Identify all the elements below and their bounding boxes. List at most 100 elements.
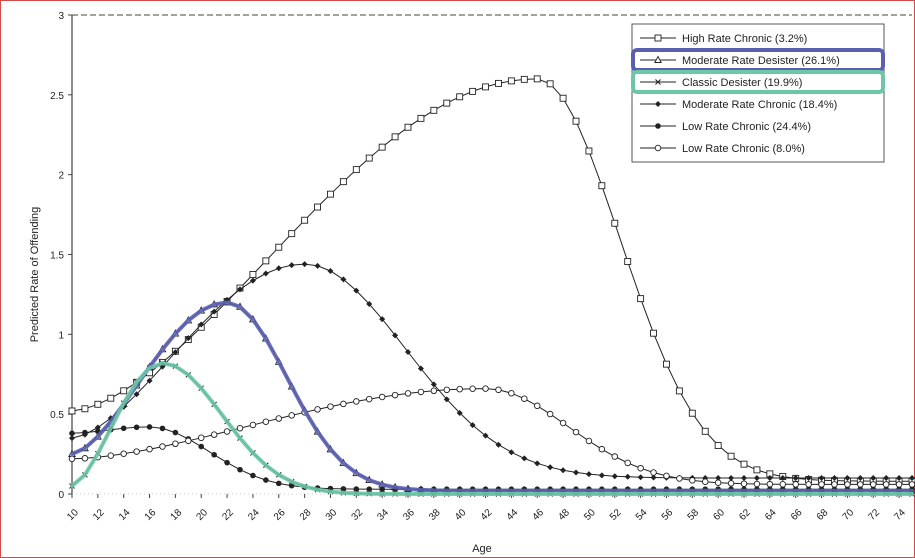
- data-marker: [909, 475, 915, 482]
- data-marker: [701, 478, 709, 485]
- data-marker: [715, 474, 722, 481]
- data-marker: [650, 329, 657, 337]
- y-tick-label: 0.5: [50, 410, 64, 421]
- data-marker: [818, 475, 825, 482]
- y-tick-label: 0: [58, 490, 64, 501]
- data-marker: [430, 387, 438, 395]
- data-marker: [69, 430, 75, 437]
- legend-label: Moderate Rate Desister (26.1%): [682, 55, 840, 67]
- data-marker: [559, 419, 567, 427]
- data-marker: [288, 230, 296, 238]
- data-marker: [534, 460, 541, 467]
- data-marker: [655, 123, 661, 129]
- data-marker: [430, 381, 437, 388]
- data-marker: [650, 469, 657, 476]
- data-marker: [637, 464, 644, 472]
- data-marker: [120, 387, 128, 395]
- data-marker: [637, 474, 644, 481]
- data-marker: [314, 262, 321, 269]
- y-tick-label: 2.5: [50, 91, 64, 102]
- data-marker: [301, 216, 309, 224]
- legend-label: Classic Desister (19.9%): [682, 77, 802, 89]
- data-marker: [624, 459, 631, 467]
- data-marker: [185, 335, 192, 342]
- data-marker: [198, 443, 205, 450]
- data-marker: [728, 475, 735, 482]
- data-marker: [456, 409, 463, 416]
- data-marker: [805, 475, 812, 482]
- data-marker: [598, 445, 606, 453]
- data-marker: [883, 475, 890, 482]
- data-marker: [546, 80, 554, 88]
- x-tick-label: 74: [892, 507, 908, 523]
- data-marker: [701, 427, 709, 435]
- legend-label: High Rate Chronic (3.2%): [682, 33, 807, 45]
- x-tick-label: 20: [194, 507, 210, 523]
- x-tick-label: 32: [350, 507, 366, 523]
- x-tick-label: 22: [220, 507, 236, 523]
- x-tick-label: 14: [117, 507, 133, 523]
- data-marker: [353, 287, 360, 294]
- data-marker: [120, 450, 127, 457]
- x-tick-label: 36: [401, 507, 417, 523]
- data-marker: [146, 377, 153, 384]
- x-tick-label: 58: [686, 507, 702, 523]
- data-marker: [663, 360, 670, 368]
- data-marker: [740, 460, 748, 468]
- y-tick-label: 1: [58, 330, 64, 341]
- data-marker: [727, 480, 735, 487]
- data-marker: [107, 452, 115, 459]
- data-marker: [340, 400, 347, 408]
- data-marker: [655, 101, 661, 107]
- y-axis-title: Predicted Rate of Offending: [29, 207, 41, 343]
- data-marker: [611, 473, 618, 480]
- data-marker: [456, 385, 463, 393]
- data-marker: [469, 87, 477, 95]
- data-marker: [327, 403, 334, 410]
- data-marker: [327, 190, 334, 198]
- x-tick-label: 66: [789, 507, 805, 523]
- data-marker: [779, 475, 786, 482]
- data-marker: [146, 424, 153, 430]
- x-tick-label: 24: [246, 507, 262, 523]
- data-marker: [508, 449, 515, 456]
- data-marker: [792, 475, 799, 482]
- data-marker: [237, 286, 243, 293]
- data-marker: [482, 385, 489, 392]
- data-marker: [654, 34, 662, 42]
- x-tick-label: 44: [505, 507, 521, 523]
- data-marker: [172, 429, 179, 436]
- data-marker: [314, 203, 321, 211]
- series-line-5: [71, 388, 912, 485]
- data-marker: [365, 395, 373, 403]
- data-marker: [211, 308, 218, 315]
- data-marker: [133, 391, 140, 398]
- data-marker: [262, 270, 269, 277]
- data-marker: [198, 321, 205, 328]
- data-marker: [495, 79, 502, 87]
- x-tick-label: 30: [324, 507, 340, 523]
- data-marker: [353, 486, 360, 492]
- data-marker: [573, 469, 579, 476]
- data-marker: [314, 406, 321, 413]
- data-marker: [624, 258, 632, 265]
- data-marker: [598, 472, 605, 479]
- data-marker: [133, 424, 140, 431]
- x-tick-label: 12: [91, 507, 107, 523]
- data-marker: [249, 421, 257, 429]
- data-marker: [405, 348, 411, 355]
- data-marker: [379, 316, 386, 323]
- data-marker: [533, 402, 541, 410]
- data-marker: [521, 395, 528, 402]
- data-marker: [585, 147, 593, 155]
- data-marker: [417, 388, 425, 396]
- data-marker: [197, 434, 205, 442]
- y-tick-label: 3: [58, 11, 64, 22]
- data-marker: [262, 257, 270, 265]
- x-tick-label: 34: [375, 507, 391, 523]
- data-marker: [430, 106, 438, 114]
- y-tick-label: 1.5: [50, 251, 64, 262]
- data-marker: [133, 448, 140, 455]
- data-marker: [870, 475, 877, 482]
- data-marker: [340, 486, 347, 492]
